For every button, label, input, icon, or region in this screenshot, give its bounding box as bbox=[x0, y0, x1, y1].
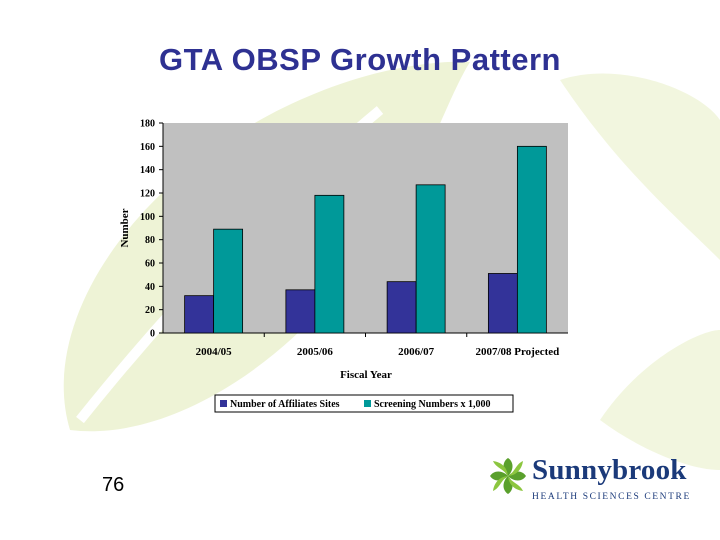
category-label: 2005/06 bbox=[297, 346, 334, 358]
y-tick-label: 180 bbox=[140, 119, 155, 130]
legend-label-affiliates: Number of Affiliates Sites bbox=[230, 399, 340, 410]
x-tick-marks bbox=[263, 333, 468, 337]
y-axis-title: Number bbox=[119, 208, 131, 247]
slide-title: GTA OBSP Growth Pattern bbox=[159, 42, 561, 77]
y-tick-label: 80 bbox=[145, 235, 155, 246]
logo-subtitle: HEALTH SCIENCES CENTRE bbox=[532, 492, 691, 502]
bar-screening-0 bbox=[213, 228, 244, 334]
y-tick-label: 40 bbox=[145, 282, 155, 293]
chart-legend: Number of Affiliates Sites Screening Num… bbox=[214, 394, 514, 413]
y-tick-label: 60 bbox=[145, 259, 155, 270]
bar-screening-2 bbox=[415, 184, 446, 334]
bar-affiliates-1 bbox=[285, 289, 316, 334]
y-tick-labels: 0 20 40 60 80 100 120 140 160 180 bbox=[140, 119, 163, 340]
y-tick-label: 160 bbox=[140, 142, 155, 153]
y-tick-label: 0 bbox=[150, 329, 155, 340]
bar-screening-1 bbox=[314, 194, 345, 334]
bars bbox=[184, 145, 547, 334]
legend-label-screening: Screening Numbers x 1,000 bbox=[374, 399, 490, 410]
y-tick-label: 120 bbox=[140, 189, 155, 200]
category-labels: 2004/05 2005/06 2006/07 2007/08 Projected bbox=[196, 346, 560, 358]
bar-affiliates-3 bbox=[487, 273, 518, 334]
category-label: 2004/05 bbox=[196, 346, 233, 358]
bar-affiliates-0 bbox=[184, 295, 215, 334]
leaf-logo-icon bbox=[490, 458, 526, 494]
category-label: 2006/07 bbox=[398, 346, 435, 358]
sunnybrook-logo: Sunnybrook HEALTH SCIENCES CENTRE bbox=[488, 454, 698, 510]
y-tick-label: 140 bbox=[140, 165, 155, 176]
bar-affiliates-2 bbox=[386, 281, 417, 334]
page-number: 76 bbox=[102, 474, 125, 496]
legend-swatch-affiliates bbox=[220, 400, 227, 407]
logo-name: Sunnybrook bbox=[532, 454, 687, 486]
category-label: 2007/08 Projected bbox=[475, 346, 559, 358]
bar-screening-3 bbox=[516, 145, 547, 334]
x-axis-title: Fiscal Year bbox=[340, 369, 392, 381]
y-tick-label: 20 bbox=[145, 305, 155, 316]
legend-swatch-screening bbox=[364, 400, 371, 407]
y-tick-label: 100 bbox=[140, 212, 155, 223]
